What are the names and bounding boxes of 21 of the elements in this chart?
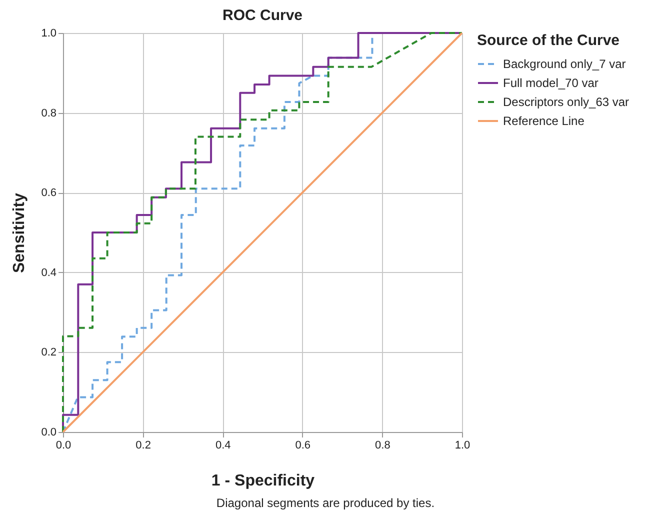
- text: Diagonal segments are produced by ties.: [215, 496, 436, 510]
- y-tick-label: 0.2: [41, 346, 56, 359]
- legend-title: Source of the Curve: [477, 32, 620, 49]
- x-tick-label: 0.0: [56, 440, 72, 452]
- y-tick-label: 1.0: [41, 28, 56, 40]
- y-tick-label: 0.6: [41, 187, 56, 200]
- x-tick-label: 1.0: [454, 440, 470, 452]
- x-tick-label: 0.6: [295, 440, 311, 452]
- x-axis-title: 1 - Specificity: [211, 472, 315, 490]
- x-tick-label: 0.4: [215, 440, 231, 452]
- legend-label: Reference Line: [503, 114, 585, 128]
- x-tick-label: 0.2: [136, 440, 151, 452]
- legend-label: Background only_7 var: [503, 57, 626, 71]
- legend-label: Full model_70 var: [503, 76, 598, 90]
- y-tick-label: 0.4: [41, 266, 56, 279]
- chart-title: ROC Curve: [222, 7, 303, 24]
- y-axis-title: Sensitivity: [11, 192, 28, 274]
- legend-label: Descriptors only_63 var: [503, 95, 630, 109]
- x-tick-label: 0.8: [375, 440, 390, 452]
- y-tick-label: 0.0: [41, 426, 56, 438]
- y-tick-label: 0.8: [41, 107, 56, 120]
